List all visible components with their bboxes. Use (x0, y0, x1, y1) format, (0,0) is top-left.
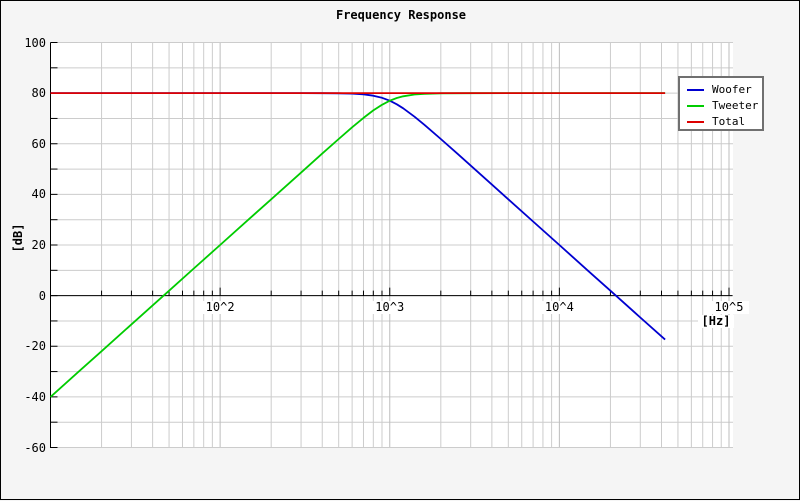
y-tick-label: -20 (24, 339, 46, 354)
y-tick-label: 40 (31, 187, 46, 202)
legend-label: Tweeter (712, 99, 759, 112)
x-tick-label: 10^5 (709, 300, 749, 314)
x-tick-label: 10^2 (200, 300, 241, 314)
legend-label: Woofer (712, 83, 752, 96)
y-axis-title: [dB] (11, 223, 25, 253)
y-tick-label: 0 (38, 288, 46, 303)
legend-item-total: Total (680, 114, 762, 130)
legend-item-tweeter: Tweeter (680, 98, 762, 114)
legend-swatch-woofer (687, 89, 704, 91)
y-tick-label: -40 (24, 389, 46, 404)
x-tick-label: 10^3 (369, 300, 410, 314)
chart-title: Frequency Response (335, 8, 467, 22)
y-tick-label: 80 (31, 86, 46, 101)
y-tick-label: 20 (31, 238, 46, 252)
legend-swatch-tweeter (687, 105, 704, 107)
x-tick-label: 10^4 (539, 300, 580, 314)
y-tick-label: 100 (24, 35, 46, 50)
y-tick-label: 60 (31, 136, 46, 151)
legend: Woofer Tweeter Total (678, 76, 764, 131)
legend-label: Total (712, 115, 746, 128)
legend-swatch-total (687, 121, 704, 123)
y-tick-label: -60 (24, 440, 46, 455)
x-axis-title: [Hz] (698, 315, 734, 328)
legend-item-woofer: Woofer (680, 82, 762, 98)
